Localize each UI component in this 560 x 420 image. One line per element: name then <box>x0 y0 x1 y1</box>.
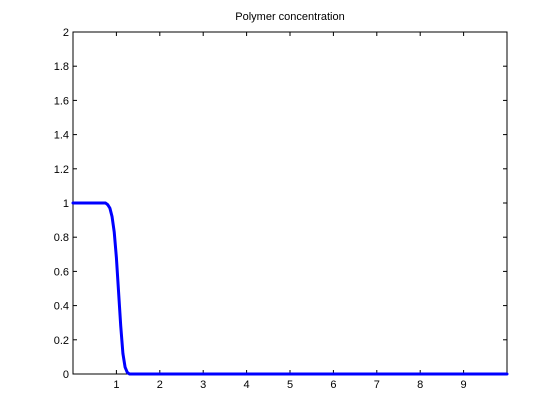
y-tick-label: 1.4 <box>54 130 69 142</box>
x-tick-label: 9 <box>461 379 467 391</box>
x-tick-label: 3 <box>200 379 206 391</box>
series-group <box>71 201 509 376</box>
y-tick-label: 0.4 <box>54 301 69 313</box>
x-tick-label: 6 <box>330 379 336 391</box>
x-tick-label: 1 <box>113 379 119 391</box>
y-tick-label: 1.6 <box>54 95 69 107</box>
y-tick-label: 0 <box>63 369 69 381</box>
x-tick-label: 5 <box>287 379 293 391</box>
x-tick-label: 7 <box>374 379 380 391</box>
y-tick-label: 0.2 <box>54 335 69 347</box>
y-tick-label: 0.8 <box>54 232 69 244</box>
x-tick-label: 4 <box>244 379 250 391</box>
x-tick-label: 2 <box>157 379 163 391</box>
y-tick-label: 0.6 <box>54 266 69 278</box>
chart-title: Polymer concentration <box>235 11 344 23</box>
y-tick-label: 1 <box>63 198 69 210</box>
y-tick-label: 2 <box>63 27 69 39</box>
x-tick-label: 8 <box>417 379 423 391</box>
plot-area <box>73 32 507 374</box>
y-tick-label: 1.8 <box>54 61 69 73</box>
y-tick-label: 1.2 <box>54 164 69 176</box>
series-line-0 <box>71 201 509 376</box>
